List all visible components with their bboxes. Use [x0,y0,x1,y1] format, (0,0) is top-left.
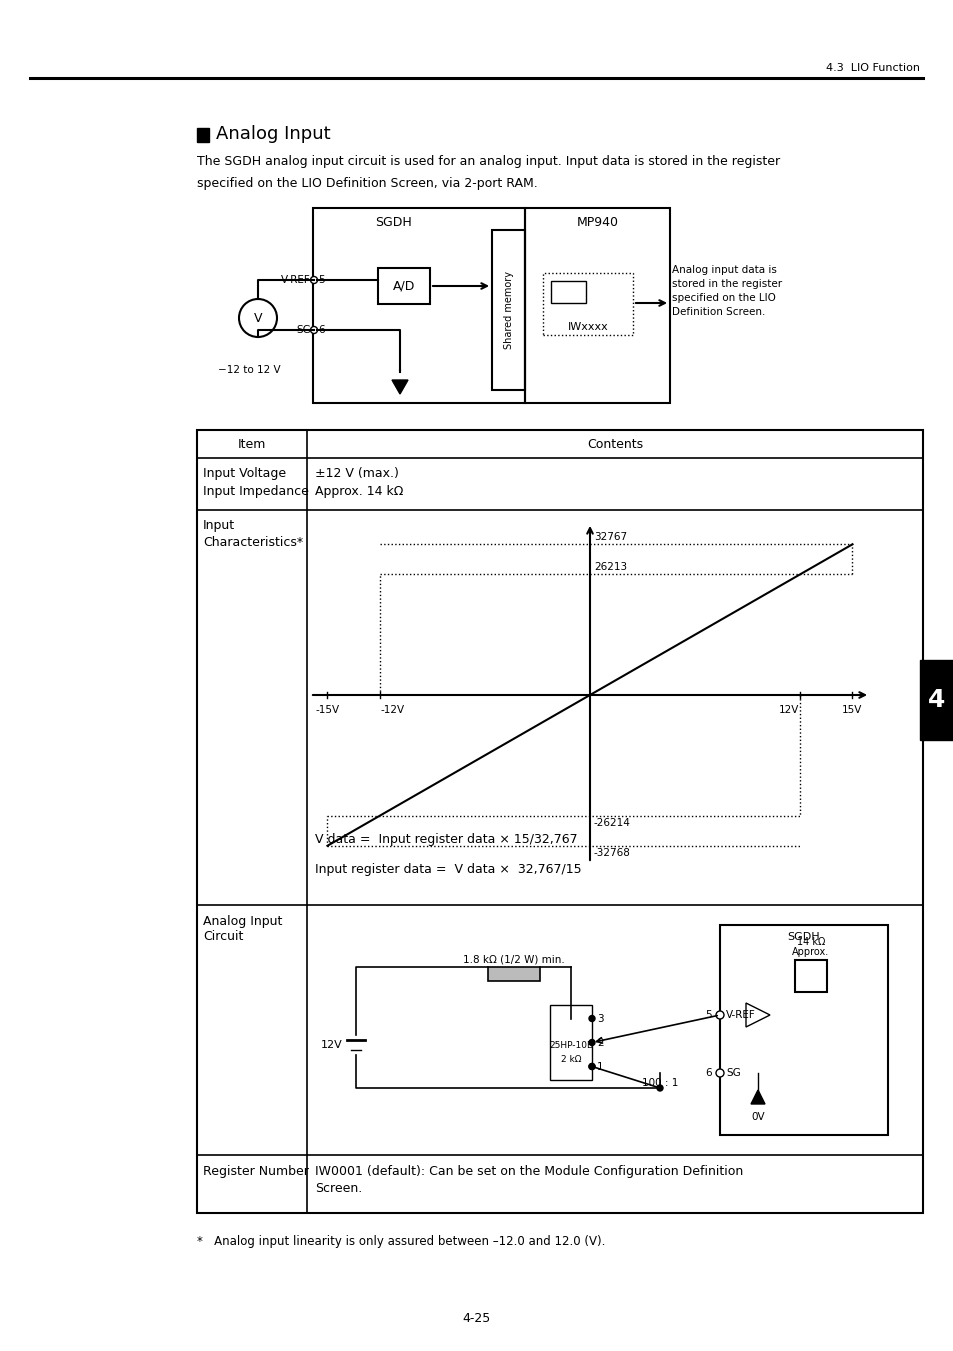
Text: 6: 6 [704,1069,711,1078]
Text: -12V: -12V [380,705,405,715]
Circle shape [588,1039,595,1046]
Text: -15V: -15V [315,705,339,715]
Bar [492,230,524,390]
Text: Analog input data is: Analog input data is [671,265,776,276]
Text: 3: 3 [597,1013,603,1024]
Text: Screen.: Screen. [314,1182,362,1196]
Bar [524,208,669,403]
Circle shape [588,1063,595,1070]
Text: 12V: 12V [321,1040,343,1050]
Text: Input: Input [203,520,234,532]
Text: SG: SG [725,1069,740,1078]
Text: Approx. 14 kΩ: Approx. 14 kΩ [314,485,403,499]
Text: 4.3  LIO Function: 4.3 LIO Function [825,63,919,73]
Text: *   Analog input linearity is only assured between –12.0 and 12.0 (V).: * Analog input linearity is only assured… [196,1235,605,1247]
Text: Shared memory: Shared memory [503,272,513,349]
Text: −12 to 12 V: −12 to 12 V [218,365,280,376]
Text: 15V: 15V [841,705,862,715]
Text: The SGDH analog input circuit is used for an analog input. Input data is stored : The SGDH analog input circuit is used fo… [196,155,780,169]
Text: 5: 5 [704,1011,711,1020]
Text: Contents: Contents [586,438,642,450]
Text: 14 kΩ: 14 kΩ [796,938,824,947]
Text: specified on the LIO: specified on the LIO [671,293,775,303]
Text: MP940: MP940 [576,216,618,228]
Text: 6: 6 [317,326,324,335]
Text: stored in the register: stored in the register [671,280,781,289]
Text: 5: 5 [317,276,324,285]
Text: 1.8 kΩ (1/2 W) min.: 1.8 kΩ (1/2 W) min. [462,954,564,965]
Text: V: V [253,312,262,324]
Text: 12V: 12V [778,705,799,715]
Text: ±12 V (max.): ±12 V (max.) [314,467,398,481]
Text: Input Voltage: Input Voltage [203,467,286,481]
Text: specified on the LIO Definition Screen, via 2-port RAM.: specified on the LIO Definition Screen, … [196,177,537,189]
Text: IWxxxx: IWxxxx [567,322,608,332]
Text: Circuit: Circuit [203,931,243,943]
Text: Characteristics*: Characteristics* [203,535,303,549]
Circle shape [716,1069,723,1077]
Text: 100 : 1: 100 : 1 [641,1078,678,1088]
Circle shape [588,1016,595,1021]
Bar [550,1005,592,1079]
Bar [313,208,524,403]
Text: Analog Input: Analog Input [215,126,331,143]
Text: 32767: 32767 [594,532,626,542]
Text: IW0001 (default): Can be set on the Module Configuration Definition: IW0001 (default): Can be set on the Modu… [314,1165,742,1178]
Text: -32768: -32768 [594,847,630,858]
Text: 1: 1 [597,1062,603,1071]
Text: Item: Item [237,438,266,450]
Bar [551,281,585,303]
Text: 2 kΩ: 2 kΩ [560,1055,580,1065]
Circle shape [310,277,317,284]
Text: Approx.: Approx. [792,947,829,957]
Bar [377,267,430,304]
Text: 25HP-10B: 25HP-10B [548,1040,593,1050]
Text: 2: 2 [597,1038,603,1047]
Text: V-REF: V-REF [281,276,311,285]
Circle shape [716,1011,723,1019]
Text: SG: SG [296,326,311,335]
Bar [488,967,539,981]
Text: SGDH: SGDH [787,932,820,942]
Text: Input Impedance: Input Impedance [203,485,309,499]
Bar [919,661,953,740]
Bar [794,961,826,992]
Text: Analog Input: Analog Input [203,915,282,928]
Bar [542,273,633,335]
Text: 4: 4 [927,688,944,712]
Polygon shape [750,1090,764,1104]
Text: Input register data =  V data ×  32,767/15: Input register data = V data × 32,767/15 [314,863,581,877]
Polygon shape [392,380,408,394]
Bar [196,430,923,1213]
Text: -26214: -26214 [594,817,630,828]
Text: V-REF: V-REF [725,1011,755,1020]
Text: SGDH: SGDH [375,216,412,228]
Text: 26213: 26213 [594,562,626,573]
Circle shape [310,327,317,334]
Text: V data =  Input register data × 15/32,767: V data = Input register data × 15/32,767 [314,834,577,847]
Circle shape [588,1063,595,1070]
Bar [196,128,209,142]
Text: 4-25: 4-25 [462,1312,491,1324]
Text: A/D: A/D [393,280,415,293]
Text: Register Number: Register Number [203,1165,309,1178]
Bar [720,925,887,1135]
Text: 0V: 0V [750,1112,764,1121]
Text: Definition Screen.: Definition Screen. [671,307,764,317]
Circle shape [657,1085,662,1092]
